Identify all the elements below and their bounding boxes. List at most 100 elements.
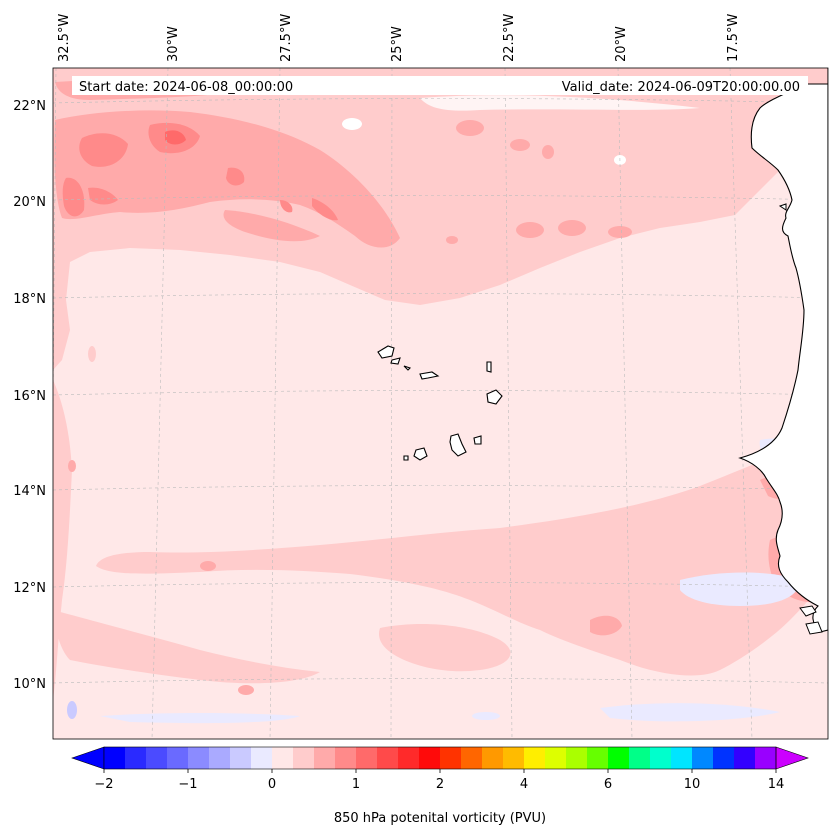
lat-label: 10°N <box>13 677 46 692</box>
colorbar-segment <box>398 747 420 769</box>
lon-label: 32.5°W <box>57 14 72 62</box>
graticule-lat <box>53 293 828 299</box>
pv-contour-blue-se <box>680 572 800 606</box>
colorbar-segment <box>293 747 315 769</box>
colorbar-segment <box>335 747 357 769</box>
colorbar-segment <box>629 747 651 769</box>
pv-contour-core-6 <box>312 198 338 221</box>
lon-label: 30°W <box>166 26 181 62</box>
colorbar-segment <box>167 747 189 769</box>
info-box <box>72 76 808 95</box>
pv-contour-blue-south-2 <box>600 703 780 722</box>
lon-label: 20°W <box>614 26 629 62</box>
pv-contour-core-5 <box>226 167 245 186</box>
island-fogo <box>413 447 428 461</box>
lat-label: 12°N <box>13 581 46 596</box>
pv-contour-core-7 <box>280 200 293 213</box>
colorbar-tick-label: 2 <box>436 777 444 792</box>
colorbar-segment <box>356 747 378 769</box>
pv-contour-southeast-band <box>96 430 828 676</box>
latitude-labels: 22°N 20°N 18°N 16°N 14°N 12°N 10°N <box>13 99 46 692</box>
start-date-label: Start date: 2024-06-08_00:00:00 <box>79 80 293 95</box>
graticule-lon <box>729 68 753 739</box>
graticule-lat <box>53 582 828 588</box>
graticule-lon <box>504 68 513 739</box>
lon-label: 17.5°W <box>726 14 741 62</box>
colorbar-segment <box>188 747 210 769</box>
pv-blob-blue <box>472 712 500 720</box>
pv-blob <box>456 120 484 136</box>
colorbar-tick-label: 1 <box>352 777 360 792</box>
graticule-lat <box>53 485 828 491</box>
island-maio <box>473 435 482 445</box>
colorbar-ticks: −2 −1 0 1 2 4 6 10 14 <box>94 769 784 792</box>
island-bijagos <box>805 621 823 635</box>
colorbar-segments <box>104 747 777 769</box>
colorbar: −2 −1 0 1 2 4 6 10 14 850 hPa potenital vorticit… <box>71 746 809 826</box>
lat-label: 16°N <box>13 389 46 404</box>
pv-blob <box>542 145 554 159</box>
colorbar-segment <box>419 747 441 769</box>
colorbar-segment <box>713 747 735 769</box>
graticule-lat <box>53 195 828 201</box>
pv-contour-nw-medium-2 <box>223 210 320 242</box>
colorbar-over-triangle <box>775 746 809 770</box>
pv-contour-core-4 <box>88 187 118 205</box>
pv-contour-blue-south <box>100 713 300 724</box>
island-boa-vista <box>486 389 503 405</box>
pv-blob <box>88 346 96 362</box>
cape-verde-islands <box>377 345 503 461</box>
pv-contour-streak <box>420 95 700 111</box>
colorbar-segment <box>104 747 126 769</box>
colorbar-segment <box>524 747 546 769</box>
pv-blob <box>238 685 254 695</box>
island-sao-vicente <box>390 357 401 365</box>
pv-contour-southwest <box>53 610 320 684</box>
pv-blob-white <box>342 118 362 130</box>
pv-blob <box>608 226 632 238</box>
lat-label: 20°N <box>13 195 46 210</box>
colorbar-segment <box>314 747 336 769</box>
pv-contour-south-lobe <box>378 624 511 672</box>
colorbar-under-triangle <box>71 746 105 770</box>
pv-contour-core-1 <box>79 133 128 167</box>
island-santo-antao <box>377 345 395 359</box>
graticule-lat <box>53 390 828 396</box>
valid-date-label: Valid_date: 2024-06-09T20:00:00.00 <box>562 80 800 95</box>
graticule-lon <box>617 68 633 739</box>
colorbar-segment <box>125 747 147 769</box>
graticule-lon <box>151 68 169 739</box>
colorbar-tick-label: 0 <box>268 777 276 792</box>
colorbar-tick-label: 10 <box>684 777 701 792</box>
lon-label: 25°W <box>390 26 405 62</box>
lon-label: 27.5°W <box>279 14 294 62</box>
colorbar-segment <box>566 747 588 769</box>
colorbar-tick-label: −2 <box>94 777 113 792</box>
colorbar-segment <box>230 747 252 769</box>
map-frame <box>52 67 829 740</box>
colorbar-segment <box>146 747 168 769</box>
colorbar-segment <box>461 747 483 769</box>
colorbar-segment <box>440 747 462 769</box>
colorbar-segment <box>587 747 609 769</box>
lon-label: 22.5°W <box>502 14 517 62</box>
island-coastal <box>778 203 787 211</box>
pv-blob <box>446 236 458 244</box>
graticule-lat <box>53 98 828 104</box>
pv-blob <box>516 222 544 238</box>
graticule-lon <box>269 68 281 739</box>
island-bijagos <box>799 605 817 617</box>
colorbar-segment <box>608 747 630 769</box>
colorbar-segment <box>482 747 504 769</box>
lat-label: 14°N <box>13 484 46 499</box>
island-santiago <box>449 433 467 457</box>
pv-blob <box>200 561 216 571</box>
island-sal <box>486 361 492 373</box>
graticule-lon <box>390 68 393 739</box>
colorbar-segment <box>650 747 672 769</box>
pv-contour-southeast-core <box>590 615 622 636</box>
colorbar-segment <box>755 747 777 769</box>
colorbar-segment <box>671 747 693 769</box>
graticule-lat <box>53 678 828 684</box>
